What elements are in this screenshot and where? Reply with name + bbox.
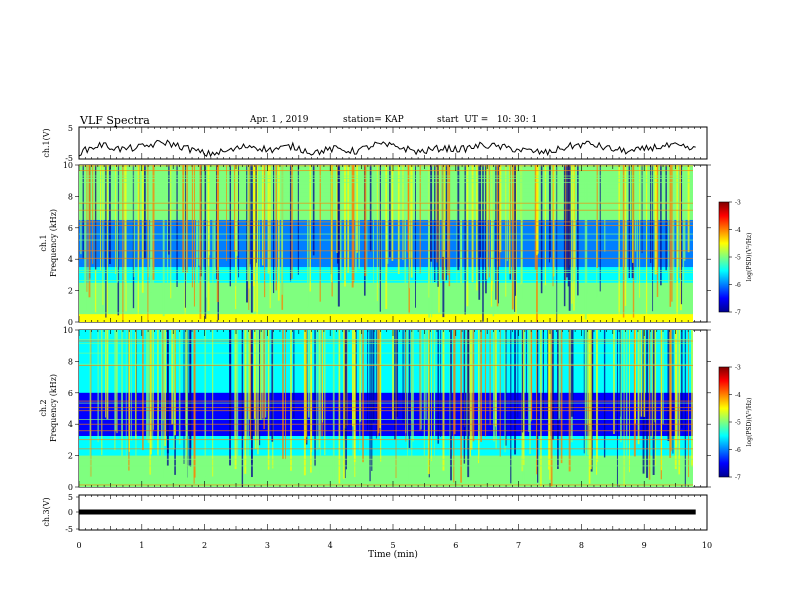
y-tick-label: 5 bbox=[68, 124, 73, 133]
start-time-label: start UT = 10: 30: 1 bbox=[437, 115, 538, 125]
ch2-spectrogram bbox=[79, 330, 693, 487]
x-tick-label: 4 bbox=[328, 541, 333, 550]
ch1-waveform-line bbox=[78, 139, 696, 158]
y-tick-label: 8 bbox=[68, 192, 73, 201]
x-tick-label: 5 bbox=[390, 541, 395, 550]
x-tick-label: 8 bbox=[579, 541, 584, 550]
date-label: Apr. 1 , 2019 bbox=[250, 115, 309, 125]
y-tick-label: -5 bbox=[65, 525, 73, 534]
y-tick-label: 0 bbox=[68, 508, 73, 517]
x-axis-label: Time (min) bbox=[368, 549, 418, 560]
y-tick-label: 10 bbox=[63, 326, 73, 335]
x-tick-label: 9 bbox=[642, 541, 647, 550]
x-tick-label: 2 bbox=[202, 541, 207, 550]
colorbar-tick-label: -7 bbox=[735, 475, 741, 482]
ch1-channel-label: ch.1 bbox=[39, 234, 48, 251]
y-tick-label: 10 bbox=[63, 161, 73, 170]
ch1-wave-ylabel: ch.1(V) bbox=[42, 128, 51, 157]
colorbar-tick-label: -7 bbox=[735, 310, 741, 317]
colorbar-tick-label: -4 bbox=[735, 392, 741, 399]
y-tick-label: 5 bbox=[68, 493, 73, 502]
y-tick-label: 8 bbox=[68, 357, 73, 366]
colorbar-tick-label: -6 bbox=[735, 282, 741, 289]
colorbar-tick-label: -5 bbox=[735, 420, 741, 427]
figure-title: VLF Spectra bbox=[80, 114, 150, 127]
colorbar-tick-label: -3 bbox=[735, 365, 741, 372]
ch3-wave-ylabel: ch.3(V) bbox=[42, 497, 51, 526]
x-tick-label: 10 bbox=[702, 541, 712, 550]
x-tick-label: 1 bbox=[139, 541, 144, 550]
ch1-colorbar bbox=[718, 201, 730, 313]
colorbar-tick-label: -5 bbox=[735, 255, 741, 262]
y-tick-label: 0 bbox=[68, 483, 73, 492]
colorbar-tick-label: -3 bbox=[735, 200, 741, 207]
colorbar-tick-label: -4 bbox=[735, 227, 741, 234]
ch1-freq-ylabel: Frequency (kHz) bbox=[49, 209, 58, 277]
x-tick-label: 6 bbox=[453, 541, 458, 550]
y-tick-label: -5 bbox=[65, 154, 73, 163]
ch2-colorbar-label: log(PSD)(V²/Hz) bbox=[746, 398, 753, 447]
y-tick-label: 2 bbox=[68, 287, 73, 296]
ch2-channel-label: ch.2 bbox=[39, 399, 48, 416]
y-tick-label: 4 bbox=[68, 255, 73, 264]
x-tick-label: 0 bbox=[76, 541, 81, 550]
y-tick-label: 0 bbox=[68, 318, 73, 327]
y-tick-label: 4 bbox=[68, 420, 73, 429]
x-tick-label: 7 bbox=[516, 541, 521, 550]
y-tick-label: 6 bbox=[68, 224, 73, 233]
station-label: station= KAP bbox=[343, 115, 404, 125]
y-tick-label: 2 bbox=[68, 452, 73, 461]
y-tick-label: 6 bbox=[68, 389, 73, 398]
colorbar-tick-label: -6 bbox=[735, 447, 741, 454]
ch1-spectrogram bbox=[79, 165, 693, 322]
ch2-freq-ylabel: Frequency (kHz) bbox=[49, 374, 58, 442]
ch2-colorbar bbox=[718, 366, 730, 478]
ch1-colorbar-label: log(PSD)(V²/Hz) bbox=[746, 233, 753, 282]
x-tick-label: 3 bbox=[265, 541, 270, 550]
